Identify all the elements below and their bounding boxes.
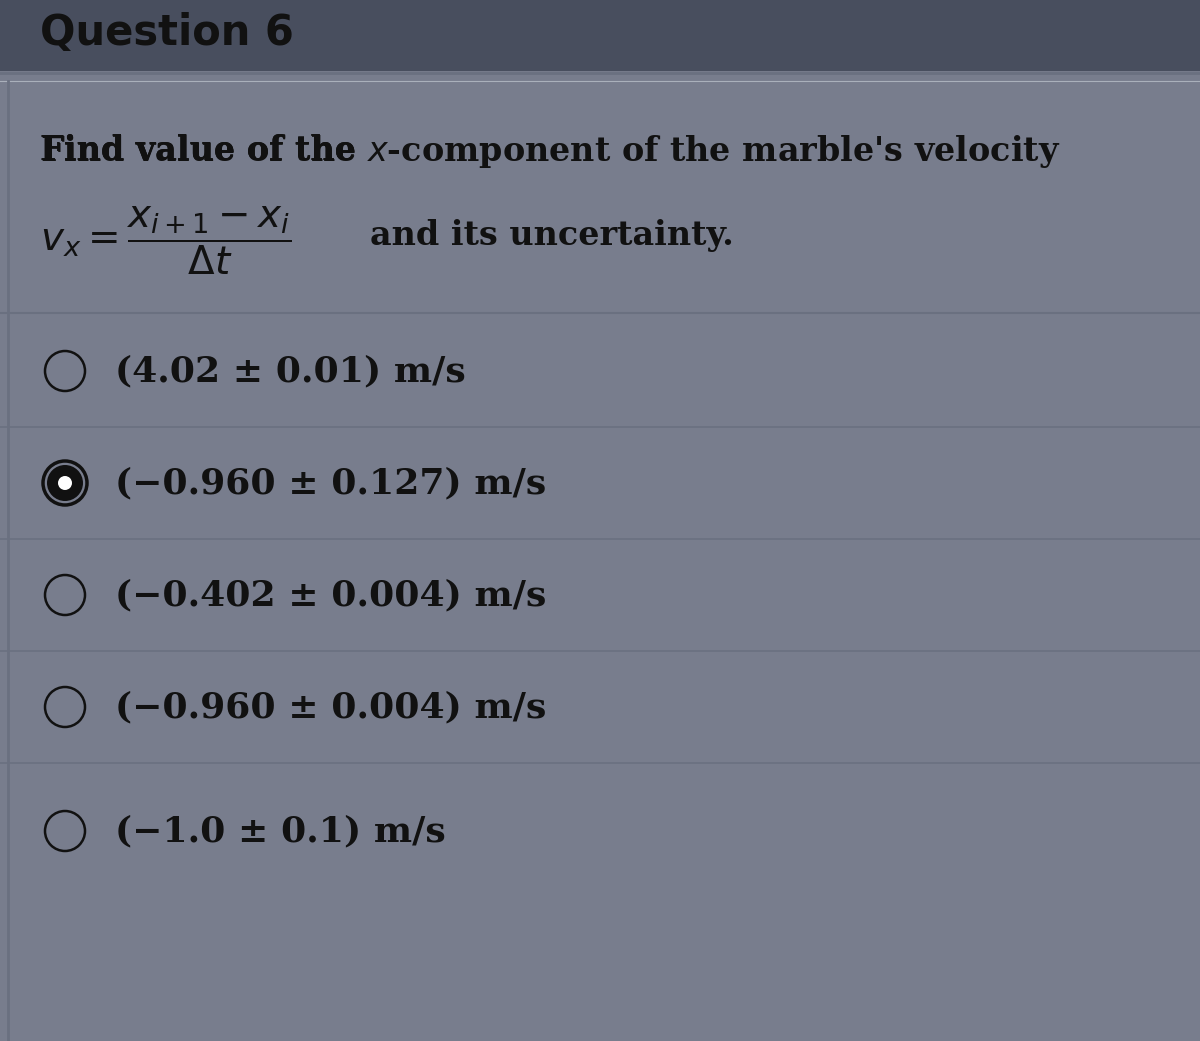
Text: Question 6: Question 6: [40, 12, 294, 54]
Text: Find value of the: Find value of the: [40, 134, 367, 168]
Text: (−0.960 ± 0.004) m/s: (−0.960 ± 0.004) m/s: [115, 690, 546, 723]
Text: (−0.960 ± 0.127) m/s: (−0.960 ± 0.127) m/s: [115, 466, 546, 500]
Text: Find value of the $x$-component of the marble's velocity: Find value of the $x$-component of the m…: [40, 132, 1061, 170]
Text: and its uncertainty.: and its uncertainty.: [370, 220, 734, 253]
FancyBboxPatch shape: [0, 0, 1200, 71]
Text: (−1.0 ± 0.1) m/s: (−1.0 ± 0.1) m/s: [115, 814, 445, 848]
Text: Find value of the: Find value of the: [40, 134, 367, 168]
Circle shape: [47, 465, 83, 501]
Text: (4.02 ± 0.01) m/s: (4.02 ± 0.01) m/s: [115, 354, 466, 388]
Text: $v_x = \dfrac{x_{i+1} - x_i}{\Delta t}$: $v_x = \dfrac{x_{i+1} - x_i}{\Delta t}$: [40, 205, 292, 277]
Text: (−0.402 ± 0.004) m/s: (−0.402 ± 0.004) m/s: [115, 578, 546, 612]
Circle shape: [58, 476, 72, 490]
